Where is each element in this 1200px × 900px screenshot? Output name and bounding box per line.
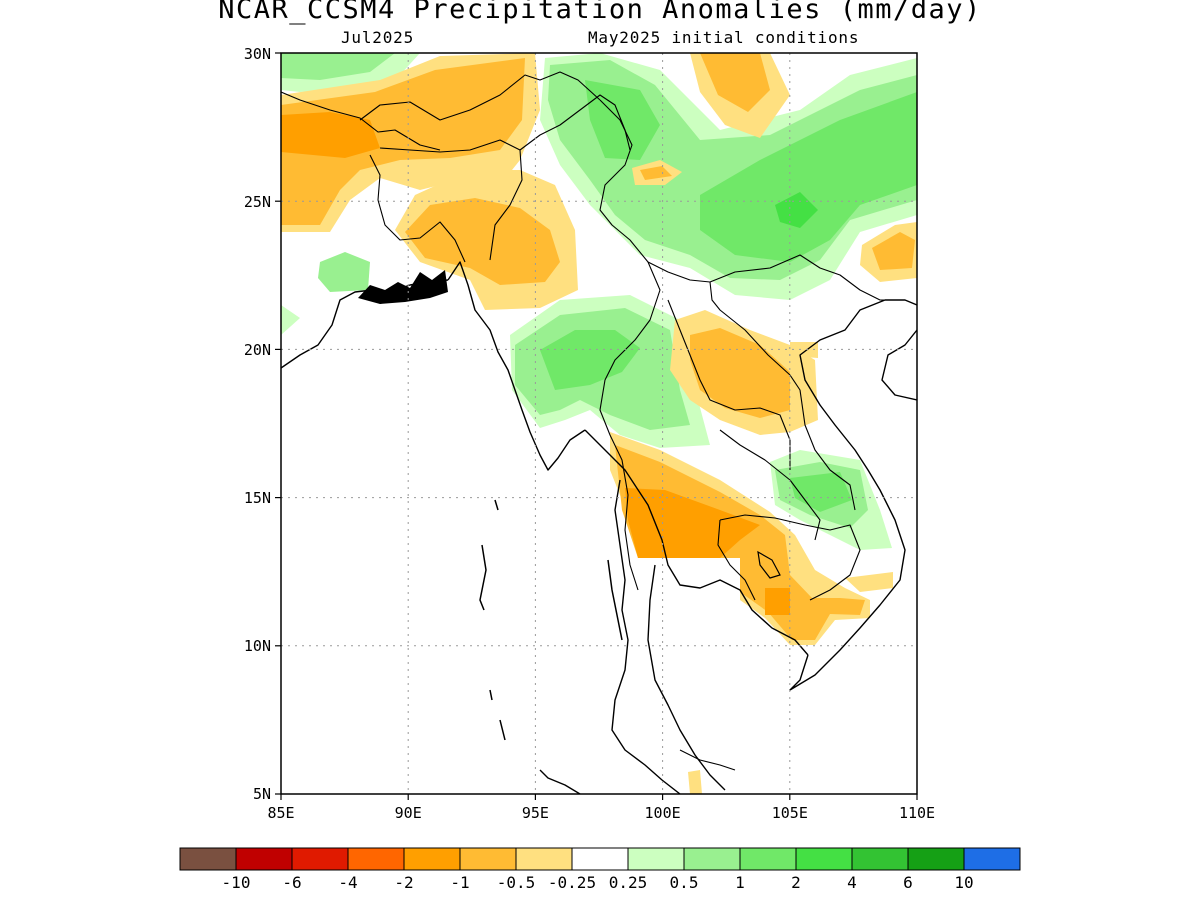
ganges-delta-coast bbox=[358, 270, 448, 304]
colorbar-swatch bbox=[683, 847, 741, 871]
anomaly-region-nw-green-core bbox=[281, 53, 395, 80]
map-frame bbox=[280, 52, 918, 795]
coastline-malay-peninsula bbox=[611, 479, 681, 794]
colorbar-label: 1 bbox=[735, 873, 745, 892]
colorbar-label: -0.25 bbox=[548, 873, 596, 892]
coastline-vietnam bbox=[789, 299, 917, 691]
colorbar-label: -6 bbox=[282, 873, 301, 892]
anomaly-region-china-dry-spot-core bbox=[640, 166, 672, 180]
lon-tick-labels: 85E 90E 95E 100E 105E 110E bbox=[267, 804, 935, 822]
border-myanmar-thailand bbox=[599, 261, 661, 591]
lon-tick-label: 110E bbox=[899, 804, 935, 822]
anomaly-field bbox=[281, 53, 917, 794]
colorbar-label: -10 bbox=[222, 873, 251, 892]
colorbar-swatch bbox=[403, 847, 461, 871]
lon-tick-label: 95E bbox=[522, 804, 549, 822]
colorbar-label: 10 bbox=[954, 873, 973, 892]
colorbar-label: 4 bbox=[847, 873, 857, 892]
coastline-sumatra-tip bbox=[539, 769, 581, 794]
colorbar-swatch bbox=[291, 847, 349, 871]
anomaly-region-edge-green bbox=[281, 305, 300, 335]
valid-month-label: Jul2025 bbox=[341, 28, 415, 47]
lat-tick-labels: 5N 10N 15N 20N 25N 30N bbox=[244, 45, 271, 803]
colorbar-swatch bbox=[795, 847, 853, 871]
colorbar-label: -1 bbox=[450, 873, 469, 892]
colorbar: -10 -6 -4 -2 -1 -0.5 -0.25 0.25 0.5 1 2 4 6 10 bbox=[179, 847, 1021, 892]
colorbar-label: 6 bbox=[903, 873, 913, 892]
tick-marks bbox=[275, 52, 918, 800]
islands bbox=[358, 270, 781, 741]
colorbar-label: 0.5 bbox=[670, 873, 699, 892]
anomaly-region-cambodia-strong bbox=[765, 588, 790, 615]
colorbar-swatch bbox=[907, 847, 965, 871]
border-laos-west bbox=[667, 299, 791, 470]
lon-tick-label: 105E bbox=[772, 804, 808, 822]
anomaly-region-china-dry-north-core bbox=[700, 53, 770, 112]
anomaly-region-thailand-strong bbox=[625, 488, 760, 558]
colorbar-swatch bbox=[851, 847, 909, 871]
anomaly-region-south-tip bbox=[688, 770, 702, 794]
colorbar-swatch bbox=[347, 847, 405, 871]
colorbar-swatch bbox=[571, 847, 629, 871]
nicobar-islands bbox=[489, 689, 506, 741]
map-title: NCAR_CCSM4 Precipitation Anomalies (mm/d… bbox=[218, 0, 982, 25]
country-borders bbox=[281, 71, 900, 771]
anomaly-region-central-myanmar-core bbox=[540, 330, 640, 390]
coastline-malay-peninsula-east bbox=[647, 564, 726, 791]
border-cambodia bbox=[719, 514, 861, 601]
anomaly-region-guangxi-dry-core bbox=[872, 232, 915, 270]
border-laos-vietnam bbox=[709, 281, 856, 511]
lat-tick-label: 10N bbox=[244, 637, 271, 655]
lat-tick-label: 20N bbox=[244, 341, 271, 359]
colorbar-swatch bbox=[515, 847, 573, 871]
coastline-thailand-gulf bbox=[584, 429, 809, 656]
lon-tick-label: 85E bbox=[267, 804, 294, 822]
initial-conditions-label: May2025 initial conditions bbox=[588, 28, 860, 47]
colorbar-swatch bbox=[963, 847, 1021, 871]
lon-tick-label: 90E bbox=[395, 804, 422, 822]
anomaly-region-vietnam-central-core bbox=[790, 472, 852, 512]
border-cambodia-thailand bbox=[717, 519, 756, 601]
lake-tonle-sap bbox=[757, 550, 781, 579]
colorbar-swatch bbox=[627, 847, 685, 871]
colorbar-swatch bbox=[235, 847, 293, 871]
mergui-archipelago bbox=[607, 559, 623, 641]
lon-tick-label: 100E bbox=[645, 804, 681, 822]
colorbar-swatch bbox=[739, 847, 797, 871]
andaman-islands bbox=[479, 499, 499, 611]
anomaly-region-thailand bbox=[615, 445, 865, 640]
coastline-bangladesh-myanmar bbox=[447, 261, 586, 471]
border-bangladesh-north bbox=[379, 139, 523, 261]
coastlines bbox=[281, 261, 917, 794]
border-thailand-malaysia bbox=[679, 749, 736, 771]
border-india-bangladesh bbox=[369, 154, 466, 263]
colorbar-label: -0.5 bbox=[497, 873, 536, 892]
colorbar-label: 0.25 bbox=[609, 873, 648, 892]
coastline-south-china bbox=[881, 329, 917, 401]
colorbar-label: 2 bbox=[791, 873, 801, 892]
anomaly-region-south-china bbox=[585, 80, 917, 262]
colorbar-swatch bbox=[179, 847, 237, 871]
border-ne-india bbox=[359, 71, 601, 121]
graticule bbox=[281, 53, 917, 794]
anomaly-region-ne-india bbox=[281, 58, 525, 225]
lat-tick-label: 30N bbox=[244, 45, 271, 63]
colorbar-label: -2 bbox=[394, 873, 413, 892]
anomaly-region-west-green bbox=[318, 252, 370, 292]
border-myanmar-china bbox=[599, 99, 900, 301]
anomaly-region-vietnam-south-light bbox=[845, 572, 893, 592]
anomaly-region-bangladesh bbox=[405, 198, 560, 285]
anomaly-region-laos bbox=[690, 328, 790, 418]
lat-tick-label: 15N bbox=[244, 489, 271, 507]
border-nepal-tibet bbox=[281, 91, 441, 151]
anomaly-region-ne-india-strong bbox=[281, 112, 380, 158]
colorbar-label: -4 bbox=[338, 873, 357, 892]
lat-tick-label: 5N bbox=[253, 785, 271, 803]
colorbar-swatch bbox=[459, 847, 517, 871]
lat-tick-label: 25N bbox=[244, 193, 271, 211]
